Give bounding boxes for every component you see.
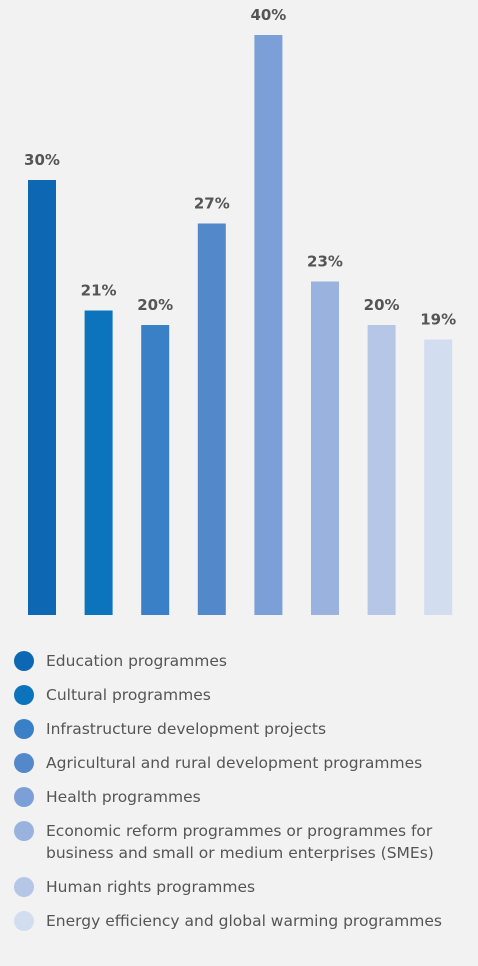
bar-value-label-1: 30% bbox=[24, 151, 60, 169]
legend-item-2: Cultural programmes bbox=[14, 684, 478, 706]
legend-swatch-4 bbox=[14, 753, 34, 773]
bar-6 bbox=[311, 281, 339, 615]
legend-label-1: Education programmes bbox=[46, 652, 227, 670]
legend-swatch-5 bbox=[14, 787, 34, 807]
legend-label-7: Human rights programmes bbox=[46, 878, 256, 896]
legend-swatch-6 bbox=[14, 821, 34, 841]
legend-item-6: Economic reform programmes or programmes… bbox=[14, 820, 478, 864]
bar-value-label-6: 23% bbox=[307, 253, 343, 271]
legend-label-8: Energy efficiency and global warming pro… bbox=[46, 912, 442, 930]
value-labels-layer: 30% 21% 20% 27% 40% 23% 20% 19% bbox=[24, 6, 456, 329]
legend-swatch-2 bbox=[14, 685, 34, 705]
legend-item-8: Energy efficiency and global warming pro… bbox=[14, 910, 478, 932]
legend-label-3: Infrastructure development projects bbox=[46, 720, 327, 738]
bar-value-label-8: 19% bbox=[420, 311, 456, 329]
legend-label-2: Cultural programmes bbox=[46, 686, 211, 704]
legend-label-5: Health programmes bbox=[46, 788, 201, 806]
bar-7 bbox=[367, 325, 396, 615]
legend-item-7: Human rights programmes bbox=[14, 876, 478, 898]
legend-label-4: Agricultural and rural development progr… bbox=[46, 754, 423, 772]
bar-value-label-7: 20% bbox=[364, 296, 400, 314]
legend-item-3: Infrastructure development projects bbox=[14, 718, 478, 740]
bar-value-label-2: 21% bbox=[81, 282, 117, 300]
legend-swatch-8 bbox=[14, 911, 34, 931]
bar-value-label-3: 20% bbox=[137, 296, 173, 314]
legend-item-4: Agricultural and rural development progr… bbox=[14, 752, 478, 774]
legend-swatch-1 bbox=[14, 651, 34, 671]
bar-4 bbox=[197, 223, 226, 615]
bar-1 bbox=[28, 180, 56, 615]
legend-swatch-3 bbox=[14, 719, 34, 739]
legend-item-5: Health programmes bbox=[14, 786, 478, 808]
legend-item-1: Education programmes bbox=[14, 650, 478, 672]
bar-2 bbox=[84, 310, 113, 615]
bar-value-label-4: 27% bbox=[194, 195, 230, 213]
legend-swatch-7 bbox=[14, 877, 34, 897]
bar-value-label-5: 40% bbox=[250, 6, 286, 24]
legend-label-6: Economic reform programmes or programmes… bbox=[46, 822, 434, 862]
bar-chart: 30% 21% 20% 27% 40% 23% 20% 19% bbox=[24, 6, 456, 615]
bars-layer bbox=[28, 35, 453, 615]
bar-5 bbox=[254, 35, 283, 615]
bar-3 bbox=[141, 325, 170, 615]
bar-8 bbox=[424, 339, 453, 615]
chart-legend: Education programmes Cultural programmes I… bbox=[14, 650, 478, 944]
